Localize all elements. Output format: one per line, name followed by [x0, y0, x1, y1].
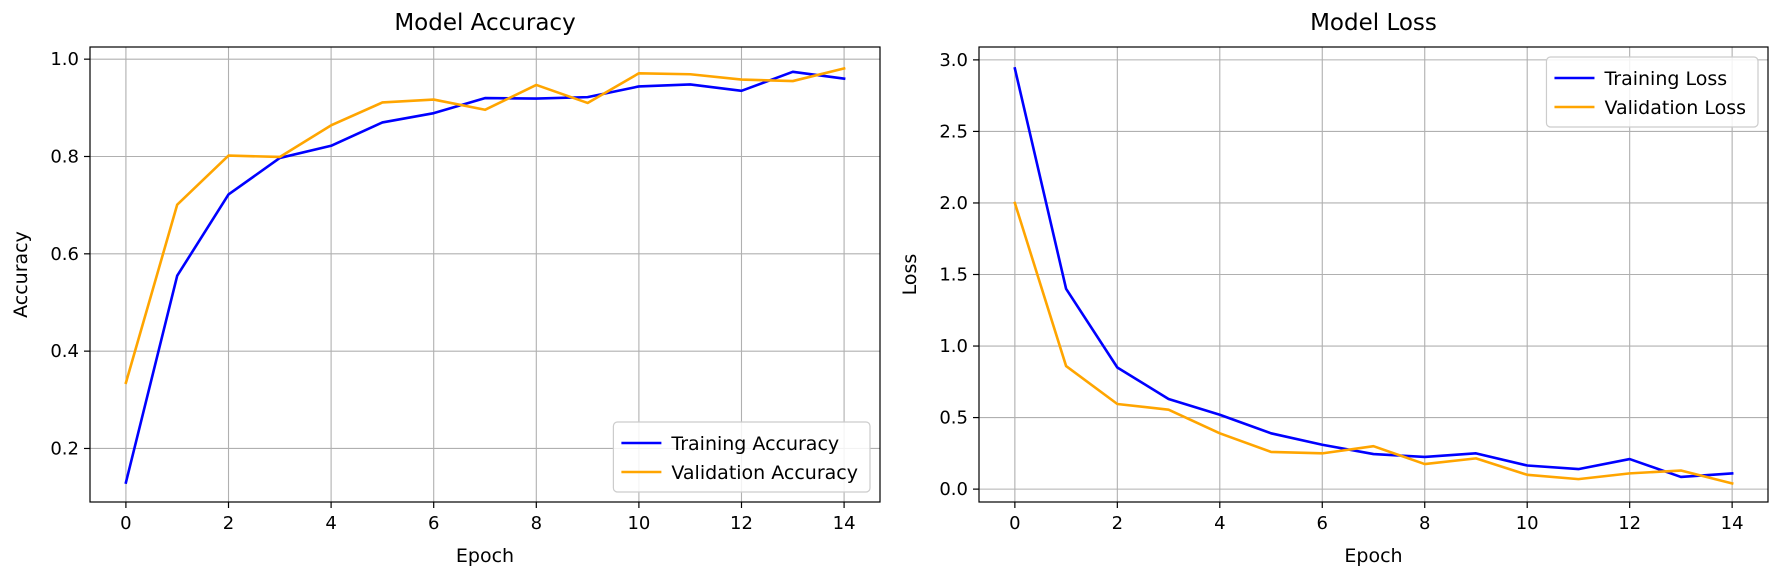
chart-title: Model Loss	[1310, 10, 1437, 36]
y-tick-label: 3.0	[939, 50, 968, 71]
legend-box	[1545, 56, 1759, 128]
chart-title: Model Accuracy	[394, 10, 575, 36]
x-tick-label: 8	[531, 513, 542, 534]
x-axis-label: Epoch	[1344, 545, 1402, 567]
x-tick-label: 6	[428, 513, 439, 534]
legend-label: Training Loss	[1603, 68, 1727, 90]
x-tick-label: 0	[120, 513, 131, 534]
x-axis-label: Epoch	[456, 545, 514, 567]
y-tick-label: 1.5	[939, 265, 968, 286]
legend-label: Validation Loss	[1604, 97, 1746, 119]
legend-box	[612, 421, 871, 493]
series-line-validation	[1013, 201, 1734, 485]
y-tick-label: 1.0	[50, 49, 79, 70]
x-tick-label: 12	[730, 513, 753, 534]
x-tick-label: 4	[1214, 513, 1225, 534]
x-tick-label: 2	[223, 513, 234, 534]
x-tick-label: 2	[1112, 513, 1123, 534]
x-tick-label: 12	[1618, 513, 1641, 534]
plot-frame	[89, 46, 881, 503]
series-line-training	[124, 70, 846, 485]
y-axis-label: Loss	[899, 254, 921, 296]
y-tick-label: 0.4	[50, 341, 79, 362]
x-tick-label: 0	[1009, 513, 1020, 534]
x-tick-label: 8	[1419, 513, 1430, 534]
y-tick-label: 0.2	[50, 438, 79, 459]
y-tick-label: 1.0	[939, 336, 968, 357]
y-tick-label: 0.8	[50, 146, 79, 167]
legend-label: Validation Accuracy	[671, 462, 858, 484]
y-tick-label: 2.0	[939, 193, 968, 214]
series-line-validation	[124, 66, 846, 385]
y-tick-label: 0.5	[939, 408, 968, 429]
y-tick-label: 0.6	[50, 244, 79, 265]
x-tick-label: 6	[1317, 513, 1328, 534]
x-tick-label: 14	[1721, 513, 1744, 534]
x-tick-label: 10	[1516, 513, 1539, 534]
x-tick-label: 4	[325, 513, 336, 534]
series-line-training	[1013, 66, 1734, 479]
y-tick-label: 2.5	[939, 121, 968, 142]
y-axis-label: Accuracy	[10, 231, 32, 318]
legend-label: Training Accuracy	[670, 433, 839, 455]
y-tick-label: 0.0	[939, 479, 968, 500]
x-tick-label: 10	[627, 513, 650, 534]
x-tick-label: 14	[833, 513, 856, 534]
